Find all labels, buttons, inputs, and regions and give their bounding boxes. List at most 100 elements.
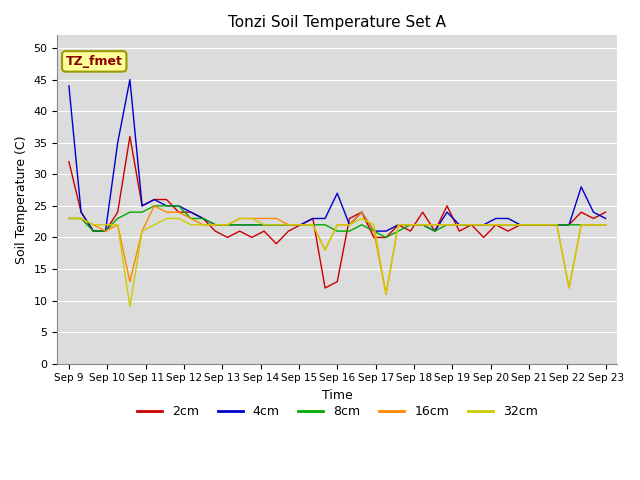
- 16cm: [394, 222, 402, 228]
- 4cm: [297, 222, 305, 228]
- 32cm: [382, 291, 390, 297]
- 16cm: [529, 222, 536, 228]
- 32cm: [504, 222, 512, 228]
- 4cm: [516, 222, 524, 228]
- 2cm: [492, 222, 500, 228]
- 8cm: [102, 228, 109, 234]
- 16cm: [419, 222, 426, 228]
- 32cm: [565, 285, 573, 291]
- 32cm: [444, 222, 451, 228]
- 4cm: [431, 228, 438, 234]
- 32cm: [260, 222, 268, 228]
- 16cm: [90, 222, 97, 228]
- 32cm: [602, 222, 609, 228]
- 16cm: [187, 216, 195, 221]
- 4cm: [211, 222, 219, 228]
- 2cm: [248, 235, 256, 240]
- 16cm: [504, 222, 512, 228]
- 2cm: [358, 209, 365, 215]
- 32cm: [175, 216, 182, 221]
- 2cm: [419, 209, 426, 215]
- 4cm: [248, 222, 256, 228]
- 8cm: [126, 209, 134, 215]
- 16cm: [138, 228, 146, 234]
- 16cm: [309, 222, 317, 228]
- 8cm: [236, 222, 243, 228]
- Y-axis label: Soil Temperature (C): Soil Temperature (C): [15, 135, 28, 264]
- 16cm: [150, 203, 158, 209]
- 16cm: [444, 222, 451, 228]
- 32cm: [248, 216, 256, 221]
- 2cm: [516, 222, 524, 228]
- 32cm: [163, 216, 170, 221]
- 4cm: [65, 83, 73, 89]
- 32cm: [431, 222, 438, 228]
- 32cm: [126, 304, 134, 310]
- 8cm: [602, 222, 609, 228]
- 4cm: [150, 197, 158, 203]
- 16cm: [382, 291, 390, 297]
- 8cm: [223, 222, 231, 228]
- 4cm: [492, 216, 500, 221]
- 16cm: [223, 222, 231, 228]
- 8cm: [260, 222, 268, 228]
- 2cm: [406, 228, 414, 234]
- 2cm: [529, 222, 536, 228]
- 8cm: [382, 235, 390, 240]
- 2cm: [138, 203, 146, 209]
- 16cm: [77, 216, 85, 221]
- 16cm: [102, 228, 109, 234]
- 4cm: [382, 228, 390, 234]
- 16cm: [248, 216, 256, 221]
- 4cm: [321, 216, 329, 221]
- 8cm: [77, 216, 85, 221]
- 16cm: [358, 209, 365, 215]
- 4cm: [236, 222, 243, 228]
- 2cm: [321, 285, 329, 291]
- 8cm: [273, 222, 280, 228]
- 8cm: [553, 222, 561, 228]
- 4cm: [419, 222, 426, 228]
- 2cm: [102, 228, 109, 234]
- 2cm: [114, 209, 122, 215]
- 8cm: [150, 203, 158, 209]
- 16cm: [577, 222, 585, 228]
- 16cm: [297, 222, 305, 228]
- 4cm: [394, 222, 402, 228]
- 32cm: [65, 216, 73, 221]
- 2cm: [90, 228, 97, 234]
- 2cm: [382, 235, 390, 240]
- 8cm: [333, 228, 341, 234]
- 2cm: [444, 203, 451, 209]
- 4cm: [260, 222, 268, 228]
- 2cm: [285, 228, 292, 234]
- 8cm: [456, 222, 463, 228]
- 8cm: [431, 228, 438, 234]
- 8cm: [346, 228, 353, 234]
- 2cm: [65, 159, 73, 165]
- 32cm: [150, 222, 158, 228]
- 32cm: [211, 222, 219, 228]
- 4cm: [541, 222, 548, 228]
- 8cm: [248, 222, 256, 228]
- 32cm: [577, 222, 585, 228]
- 2cm: [504, 228, 512, 234]
- Line: 32cm: 32cm: [69, 218, 605, 307]
- 16cm: [175, 209, 182, 215]
- 4cm: [175, 203, 182, 209]
- 8cm: [187, 216, 195, 221]
- 2cm: [333, 279, 341, 285]
- 2cm: [565, 222, 573, 228]
- Text: TZ_fmet: TZ_fmet: [66, 55, 123, 68]
- 8cm: [297, 222, 305, 228]
- 32cm: [285, 222, 292, 228]
- 32cm: [480, 222, 488, 228]
- 16cm: [370, 228, 378, 234]
- 2cm: [223, 235, 231, 240]
- 8cm: [138, 209, 146, 215]
- 8cm: [492, 222, 500, 228]
- 32cm: [199, 222, 207, 228]
- 4cm: [333, 191, 341, 196]
- 32cm: [309, 222, 317, 228]
- 16cm: [321, 247, 329, 253]
